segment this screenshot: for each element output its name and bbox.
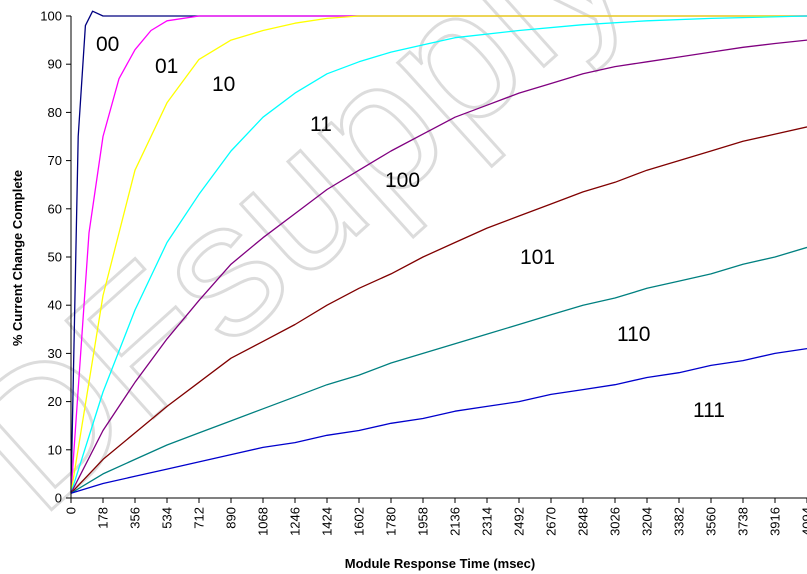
x-tick-label: 2492 xyxy=(512,507,527,536)
y-tick-label: 80 xyxy=(48,105,62,120)
x-tick-label: 1246 xyxy=(288,507,303,536)
series-label-00: 00 xyxy=(96,33,119,56)
watermark-text: DFsupply.com xyxy=(0,0,807,552)
y-tick-label: 50 xyxy=(48,250,62,265)
series-label-110: 110 xyxy=(617,323,650,346)
y-tick-label: 10 xyxy=(48,442,62,457)
x-tick-label: 1602 xyxy=(352,507,367,536)
x-axis-title: Module Response Time (msec) xyxy=(345,556,535,571)
x-tick-label: 2136 xyxy=(448,507,463,536)
x-tick-label: 890 xyxy=(224,507,239,529)
y-tick-label: 60 xyxy=(48,201,62,216)
y-tick-label: 40 xyxy=(48,298,62,313)
x-tick-label: 2314 xyxy=(480,507,495,536)
plot-area xyxy=(70,10,807,494)
series-line-100 xyxy=(70,39,807,494)
series-labels: 00 01 10 11 100 101 110 111 xyxy=(96,33,725,422)
watermark: DFsupply.com xyxy=(0,0,807,552)
y-tick-label: 0 xyxy=(55,491,62,506)
series-line-111 xyxy=(70,347,807,494)
y-tick-label: 30 xyxy=(48,346,62,361)
y-tick-label: 20 xyxy=(48,394,62,409)
series-label-111: 111 xyxy=(693,399,725,422)
y-tick-label: 90 xyxy=(48,57,62,72)
series-label-01: 01 xyxy=(155,55,178,78)
series-label-100: 100 xyxy=(385,169,420,192)
series-label-101: 101 xyxy=(520,246,555,269)
y-axis-title: % Current Change Complete xyxy=(10,170,25,346)
series-label-10: 10 xyxy=(212,73,235,96)
x-tick-label: 3738 xyxy=(736,507,751,536)
x-tick-label: 712 xyxy=(192,507,207,529)
x-tick-label: 3916 xyxy=(768,507,783,536)
x-tick-label: 4094 xyxy=(800,507,807,536)
series-line-11 xyxy=(70,15,807,494)
x-tick-label: 1424 xyxy=(320,507,335,536)
y-tick-label: 100 xyxy=(40,9,62,24)
series-line-101 xyxy=(70,126,807,494)
y-tick-labels: 0 10 20 30 40 50 60 70 80 90 100 xyxy=(40,9,71,506)
x-tick-label: 3560 xyxy=(704,507,719,536)
series-line-01 xyxy=(70,15,807,494)
x-tick-label: 1780 xyxy=(384,507,399,536)
x-tick-label: 178 xyxy=(96,507,111,529)
y-tick-label: 70 xyxy=(48,153,62,168)
x-tick-label: 3382 xyxy=(672,507,687,536)
series-label-11: 11 xyxy=(310,113,332,136)
x-tick-label: 356 xyxy=(128,507,143,529)
x-tick-label: 3204 xyxy=(640,507,655,536)
x-tick-label: 2848 xyxy=(576,507,591,536)
x-tick-label: 0 xyxy=(64,507,79,514)
x-tick-label: 2670 xyxy=(544,507,559,536)
series-line-00 xyxy=(70,10,807,494)
x-tick-label: 534 xyxy=(160,507,175,529)
series-line-110 xyxy=(70,246,807,494)
x-tick-labels: 0 178 356 534 712 890 1068 1246 1424 1602 1780 1958… xyxy=(64,498,807,536)
series-line-10 xyxy=(70,15,807,494)
x-tick-label: 3026 xyxy=(608,507,623,536)
x-tick-label: 1958 xyxy=(416,507,431,536)
x-tick-label: 1068 xyxy=(256,507,271,536)
